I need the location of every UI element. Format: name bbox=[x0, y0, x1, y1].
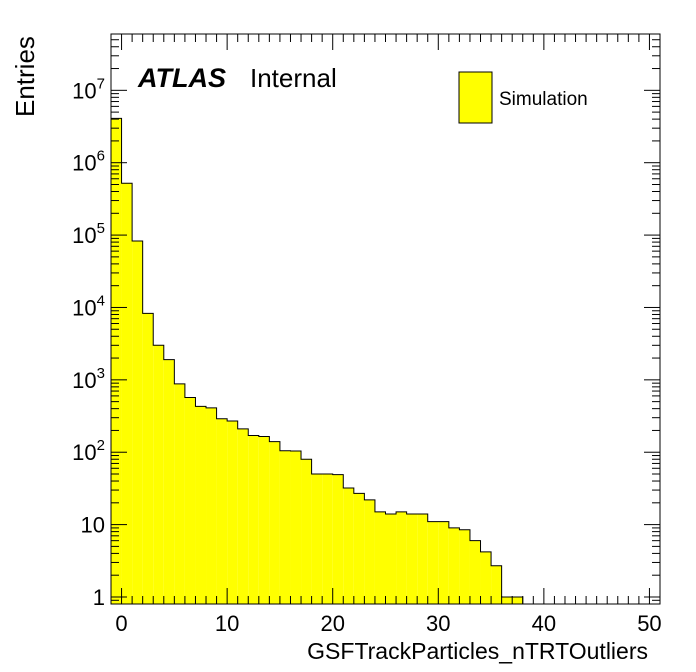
histogram-bar bbox=[427, 521, 439, 604]
y-tick-label: 1 bbox=[93, 585, 105, 610]
y-tick-labels: 1 10 102 103 104 105 106 107 bbox=[72, 75, 105, 610]
atlas-label: ATLAS bbox=[137, 63, 226, 93]
histogram-bar bbox=[248, 435, 259, 604]
histogram-bar bbox=[374, 511, 386, 604]
histogram-bar bbox=[417, 514, 428, 604]
legend: Simulation bbox=[458, 71, 588, 124]
histogram-bar bbox=[227, 421, 238, 604]
y-axis-label: Entries bbox=[10, 36, 40, 117]
histogram-bar bbox=[438, 521, 449, 604]
histogram-bar bbox=[290, 450, 302, 604]
histogram-bar bbox=[195, 406, 207, 604]
x-tick-label: 40 bbox=[532, 611, 556, 636]
y-tick-label: 107 bbox=[72, 75, 105, 103]
histogram-bar bbox=[121, 183, 133, 604]
histogram-bar bbox=[448, 527, 460, 604]
y-tick-label: 105 bbox=[72, 220, 105, 248]
histogram-bar bbox=[163, 359, 175, 604]
x-tick-label: 20 bbox=[320, 611, 344, 636]
histogram-bar bbox=[322, 474, 333, 604]
histogram-bar bbox=[343, 488, 354, 604]
histogram-bar bbox=[174, 383, 185, 604]
x-tick-label: 50 bbox=[637, 611, 661, 636]
y-tick-label: 103 bbox=[72, 365, 105, 393]
x-axis-label: GSFTrackParticles_nTRTOutliers bbox=[307, 638, 648, 664]
histogram-bar bbox=[216, 418, 228, 604]
x-tick-label: 0 bbox=[115, 611, 127, 636]
histogram-bar bbox=[364, 499, 375, 604]
y-tick-label: 10 bbox=[81, 513, 105, 538]
histogram-bar bbox=[301, 459, 312, 604]
histogram-bar bbox=[512, 596, 523, 604]
histogram-outline bbox=[110, 117, 524, 604]
histogram-bar bbox=[396, 511, 407, 604]
histogram-bar bbox=[480, 551, 492, 604]
histogram-bar bbox=[132, 240, 143, 604]
y-tick-label: 104 bbox=[72, 292, 105, 320]
histogram-bar bbox=[491, 565, 502, 604]
y-tick-label: 106 bbox=[72, 148, 105, 176]
histogram-bar bbox=[385, 514, 397, 604]
histogram-bar bbox=[332, 474, 344, 604]
histogram-bar bbox=[311, 474, 323, 604]
legend-entry-simulation: Simulation bbox=[499, 89, 588, 110]
histogram-bar bbox=[501, 596, 513, 604]
histogram-bar bbox=[258, 436, 270, 604]
y-axis-ticks bbox=[111, 33, 660, 605]
histogram-bar bbox=[269, 441, 280, 604]
legend-swatch-simulation bbox=[458, 71, 493, 124]
x-tick-label: 10 bbox=[215, 611, 239, 636]
histogram-bar bbox=[406, 514, 418, 604]
histogram-bar bbox=[279, 450, 291, 604]
histogram-bar bbox=[237, 428, 249, 604]
histogram-bar bbox=[111, 118, 122, 605]
histogram-bar bbox=[469, 540, 481, 604]
y-tick-label: 102 bbox=[72, 437, 105, 465]
x-tick-labels: 0 10 20 30 40 50 bbox=[115, 611, 661, 636]
histogram-bar bbox=[184, 397, 196, 604]
histogram-bar bbox=[459, 529, 470, 604]
histogram-bar bbox=[142, 313, 154, 604]
histogram-bar bbox=[206, 407, 217, 604]
histogram-bar bbox=[353, 493, 365, 604]
histogram-bar bbox=[153, 345, 164, 604]
x-tick-label: 30 bbox=[426, 611, 450, 636]
histogram-bars bbox=[111, 118, 523, 605]
atlas-internal-label: Internal bbox=[250, 63, 337, 93]
x-axis-ticks bbox=[121, 34, 650, 604]
